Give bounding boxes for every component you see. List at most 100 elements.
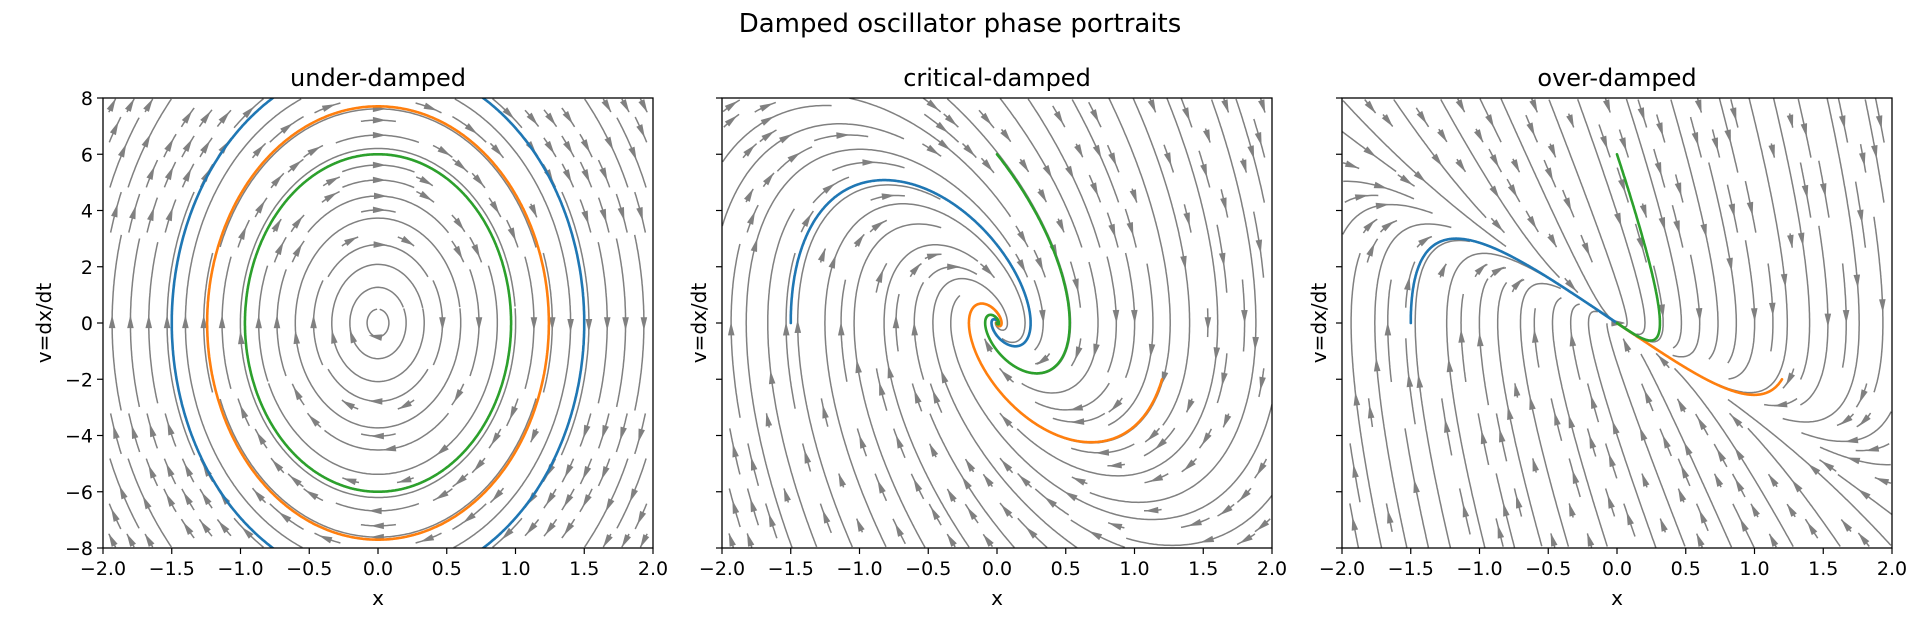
stream-arrow-110 xyxy=(149,423,157,438)
trajectories xyxy=(1409,153,1784,397)
stream-arrow-18 xyxy=(471,244,480,258)
stream-arrow-124 xyxy=(1694,99,1702,114)
stream-arrow-71 xyxy=(435,489,449,500)
stream-arrow-39 xyxy=(961,476,972,490)
stream-arrow-53 xyxy=(1180,255,1187,270)
stream-arrow-25 xyxy=(932,389,941,404)
stream-arrow-86 xyxy=(1418,235,1432,247)
stream-arrow-11 xyxy=(453,245,463,260)
stream-arrow-70 xyxy=(1183,212,1190,227)
stream-arrow-68 xyxy=(822,404,829,419)
stream-arrow-80 xyxy=(372,116,387,124)
stream-arrow-142 xyxy=(526,522,538,535)
x-tick-label: −2.0 xyxy=(699,558,745,580)
stream-arrow-175 xyxy=(621,534,632,548)
stream-arrow-120 xyxy=(164,166,174,181)
figure-title: Damped oscillator phase portraits xyxy=(739,9,1182,39)
stream-arrow-86 xyxy=(280,123,293,134)
stream-arrow-118 xyxy=(545,492,556,506)
stream-arrow-105 xyxy=(278,511,292,523)
stream-arrow-146 xyxy=(1363,146,1377,158)
stream-arrow-41 xyxy=(238,226,247,240)
stream-arrow-28 xyxy=(1000,414,1013,427)
stream-arrow-26 xyxy=(382,444,397,452)
stream-arrow-77 xyxy=(1373,357,1381,372)
stream-arrow-144 xyxy=(183,491,193,506)
stream-arrow-81 xyxy=(1691,132,1699,146)
stream-arrow-33 xyxy=(1554,411,1561,426)
streamline-138 xyxy=(722,104,832,163)
stream-arrow-77 xyxy=(145,314,153,329)
stream-arrow-157 xyxy=(1381,114,1393,127)
stream-arrow-10 xyxy=(344,236,358,246)
stream-arrow-146 xyxy=(1221,99,1229,114)
stream-arrow-100 xyxy=(1819,183,1827,197)
streamline-122 xyxy=(776,146,813,172)
stream-arrow-17 xyxy=(1093,343,1100,358)
stream-arrow-46 xyxy=(1474,263,1487,276)
stream-arrow-63 xyxy=(1787,234,1794,249)
stream-arrow-38 xyxy=(1213,347,1221,361)
streamline-3 xyxy=(1606,323,1686,547)
stream-arrow-159 xyxy=(563,522,575,536)
stream-arrow-5 xyxy=(1612,420,1620,435)
stream-arrow-89 xyxy=(768,370,776,385)
stream-arrow-124 xyxy=(856,518,865,532)
streamline-0 xyxy=(1548,99,1628,328)
stream-arrow-31 xyxy=(419,190,433,201)
stream-arrow-37 xyxy=(372,176,387,184)
stream-arrow-22 xyxy=(372,206,387,214)
stream-arrow-86 xyxy=(822,183,836,194)
stream-arrow-140 xyxy=(1238,489,1251,502)
stream-arrow-51 xyxy=(1000,459,1013,472)
stream-arrow-48 xyxy=(200,314,208,329)
stream-arrow-54 xyxy=(1654,162,1662,176)
stream-arrow-35 xyxy=(1563,197,1572,212)
stream-arrow-134 xyxy=(783,487,791,502)
stream-arrow-139 xyxy=(1497,524,1505,539)
streamline-13 xyxy=(267,265,499,476)
stream-arrow-162 xyxy=(1351,516,1359,531)
stream-arrow-85 xyxy=(599,208,607,223)
stream-arrow-95 xyxy=(1053,110,1064,125)
stream-arrow-132 xyxy=(1200,535,1215,543)
stream-arrow-94 xyxy=(944,114,958,126)
streamline-2 xyxy=(1576,99,1646,336)
stream-arrow-129 xyxy=(822,509,831,524)
stream-arrow-155 xyxy=(728,532,736,547)
stream-arrow-150 xyxy=(562,110,573,124)
stream-arrow-112 xyxy=(1259,376,1266,391)
stream-arrow-133 xyxy=(1587,532,1595,547)
stream-arrow-44 xyxy=(794,319,802,333)
stream-arrow-91 xyxy=(877,479,886,494)
axes: −2.0 −1.5 −1.0 −0.5 0.0 0.5 1.0 1.5 2.0 xyxy=(699,97,1287,580)
stream-arrow-160 xyxy=(142,495,152,510)
stream-arrow-78 xyxy=(622,317,629,331)
stream-arrow-52 xyxy=(895,434,904,449)
stream-arrow-72 xyxy=(1108,152,1117,167)
stream-arrow-8 xyxy=(475,317,483,331)
stream-arrow-12 xyxy=(273,314,281,329)
streamline-1 xyxy=(1500,98,1618,324)
stream-arrow-102 xyxy=(1220,197,1227,212)
stream-arrow-27 xyxy=(1511,278,1524,291)
stream-arrow-84 xyxy=(935,121,949,133)
stream-arrow-141 xyxy=(761,130,775,142)
stream-arrow-179 xyxy=(106,98,116,112)
stream-arrow-78 xyxy=(1154,438,1167,450)
stream-arrow-10 xyxy=(1657,354,1669,367)
stream-arrow-76 xyxy=(1444,419,1451,433)
stream-arrow-87 xyxy=(1711,137,1719,152)
stream-arrow-153 xyxy=(747,532,755,547)
stream-arrow-108 xyxy=(1768,144,1775,159)
stream-arrow-111 xyxy=(620,426,627,441)
streamline-15 xyxy=(1519,282,1570,547)
stream-arrow-115 xyxy=(1660,517,1668,532)
stream-arrow-9 xyxy=(1683,441,1693,456)
stream-arrow-30 xyxy=(308,414,320,427)
streamline-53 xyxy=(1132,98,1191,426)
stream-arrow-96 xyxy=(1384,321,1392,336)
stream-arrow-90 xyxy=(1241,309,1248,324)
stream-arrow-168 xyxy=(143,98,153,112)
stream-arrow-164 xyxy=(119,485,128,500)
